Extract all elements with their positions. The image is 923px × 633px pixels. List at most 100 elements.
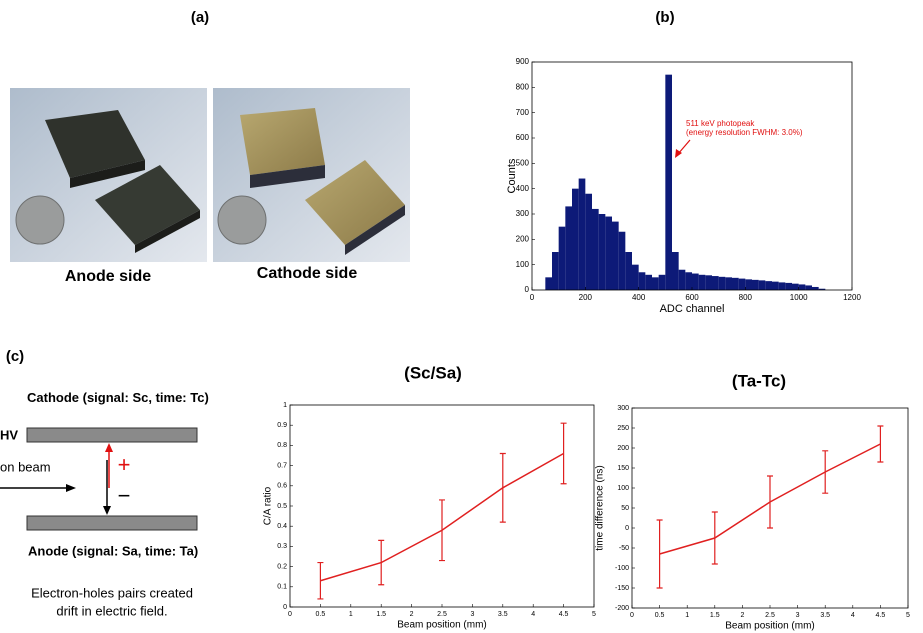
hist-bar: [592, 209, 599, 290]
photo-anode: [10, 88, 207, 262]
error-bar: [439, 500, 445, 561]
note-line: drift in electric field.: [56, 603, 167, 618]
hist-bar: [652, 277, 659, 290]
beam-arrow-head: [66, 484, 76, 492]
x-tick-label: 0: [288, 611, 292, 618]
beam-label: on beam: [0, 459, 51, 474]
x-tick-label: 600: [685, 293, 699, 302]
y-tick-label: 600: [516, 133, 530, 142]
chart-title: (Ta-Tc): [732, 371, 786, 390]
x-tick-label: 2.5: [437, 611, 447, 618]
hist-bar: [799, 284, 806, 290]
panel-label: (c): [6, 348, 24, 365]
x-tick-label: 200: [579, 293, 593, 302]
hist-bar: [619, 232, 626, 290]
error-bar: [877, 426, 883, 462]
x-tick-label: 1: [349, 611, 353, 618]
y-tick-label: 800: [516, 82, 530, 91]
hist-bar: [559, 227, 566, 290]
hist-bar: [585, 194, 592, 290]
hist-bar: [765, 281, 772, 290]
hist-bar: [665, 75, 672, 290]
cathode-label: Cathode (signal: Sc, time: Tc): [27, 390, 227, 415]
hist-bar: [685, 272, 692, 290]
y-tick-label: 0.6: [277, 483, 287, 490]
x-tick-label: 0: [630, 612, 634, 619]
hist-bar: [779, 282, 786, 290]
y-tick-label: 200: [617, 445, 629, 452]
y-tick-label: 0.1: [277, 584, 287, 591]
y-tick-label: -100: [615, 565, 629, 572]
hv-label: HV: [0, 427, 18, 442]
hist-bar: [759, 280, 766, 290]
hist-bar: [812, 287, 819, 290]
x-tick-label: 5: [592, 611, 596, 618]
y-tick-label: -50: [619, 545, 629, 552]
hist-bar: [679, 270, 686, 290]
photo-cathode: [213, 88, 410, 262]
y-tick-label: 300: [617, 405, 629, 412]
y-tick-label: 0: [283, 604, 287, 611]
x-tick-label: 3.5: [820, 612, 830, 619]
hist-bar: [732, 278, 739, 290]
y-tick-label: 0.4: [277, 523, 287, 530]
hist-bar: [625, 252, 632, 290]
hist-bar: [745, 279, 752, 290]
x-axis-label: Beam position (mm): [397, 620, 486, 631]
y-tick-label: -150: [615, 585, 629, 592]
hist-bar: [545, 277, 552, 290]
y-tick-label: 250: [617, 425, 629, 432]
x-tick-label: 1: [685, 612, 689, 619]
hist-bar: [659, 275, 666, 290]
x-tick-label: 800: [739, 293, 753, 302]
chart-title: (Sc/Sa): [404, 363, 462, 382]
x-tick-label: 5: [906, 612, 910, 619]
photo-caption: Anode side: [65, 268, 151, 285]
hist-bar: [639, 272, 646, 290]
hist-bar: [672, 252, 679, 290]
hist-bar: [632, 265, 639, 290]
x-tick-label: 400: [632, 293, 646, 302]
y-tick-label: 1: [283, 402, 287, 409]
y-tick-label: 100: [516, 260, 530, 269]
hist-bar: [792, 284, 799, 290]
x-tick-label: 0.5: [316, 611, 326, 618]
x-axis-label: ADC channel: [660, 303, 725, 315]
error-bar: [767, 476, 773, 528]
x-tick-label: 4: [531, 611, 535, 618]
hist-bar: [599, 214, 606, 290]
x-tick-label: 1000: [790, 293, 808, 302]
hist-bar: [552, 252, 559, 290]
hist-bar: [719, 277, 726, 290]
electron-arrow-head: [103, 506, 111, 515]
y-tick-label: 0.7: [277, 462, 287, 469]
hist-bar: [739, 279, 746, 290]
cathode-label-box: Cathode (signal: Sc, time: Tc): [27, 390, 227, 415]
y-tick-label: 150: [617, 465, 629, 472]
y-tick-label: 0: [625, 525, 629, 532]
hist-bar: [612, 222, 619, 290]
y-tick-label: 700: [516, 108, 530, 117]
y-axis-label: Counts: [506, 158, 518, 193]
hist-bar: [712, 276, 719, 290]
y-axis-label: C/A ratio: [263, 486, 274, 525]
panel-label: (b): [655, 9, 674, 26]
y-tick-label: 0.9: [277, 422, 287, 429]
x-tick-label: 2: [740, 612, 744, 619]
hist-bar: [579, 179, 586, 290]
y-tick-label: 0.8: [277, 442, 287, 449]
note-line: Electron-holes pairs created: [31, 585, 193, 600]
y-tick-label: 50: [621, 505, 629, 512]
hist-bar: [645, 275, 652, 290]
y-tick-label: 100: [617, 485, 629, 492]
x-tick-label: 4.5: [876, 612, 886, 619]
x-tick-label: 1.5: [710, 612, 720, 619]
y-tick-label: -200: [615, 605, 629, 612]
hist-bar: [785, 283, 792, 290]
hist-bar: [699, 275, 706, 290]
x-tick-label: 3: [796, 612, 800, 619]
hist-bar: [752, 280, 759, 290]
hist-bar: [692, 274, 699, 290]
panel-label: (a): [191, 9, 209, 26]
x-tick-label: 4.5: [559, 611, 569, 618]
